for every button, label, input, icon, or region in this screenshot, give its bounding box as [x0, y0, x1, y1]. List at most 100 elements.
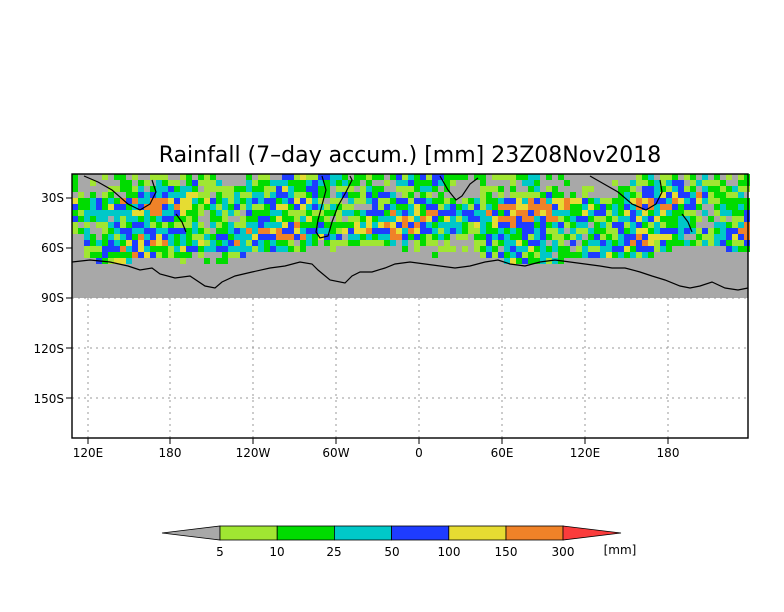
rain-cell: [330, 198, 336, 204]
rain-cell: [510, 234, 516, 240]
legend-threshold-label: 5: [216, 545, 224, 559]
rain-cell: [180, 192, 186, 198]
rain-cell: [132, 222, 138, 228]
rain-cell: [552, 240, 558, 246]
rain-cell: [84, 246, 90, 252]
legend-threshold-label: 150: [495, 545, 518, 559]
rain-cell: [168, 228, 174, 234]
rain-cell: [234, 234, 240, 240]
rain-cell: [252, 198, 258, 204]
rain-cell: [582, 186, 588, 192]
rain-cell: [138, 180, 144, 186]
rain-cell: [612, 216, 618, 222]
rain-cell: [498, 192, 504, 198]
rain-cell: [570, 216, 576, 222]
rain-cell: [216, 228, 222, 234]
rain-cell: [696, 240, 702, 246]
rain-cell: [228, 198, 234, 204]
lon-label: 120E: [73, 446, 104, 460]
rain-cell: [186, 252, 192, 258]
rain-cell: [624, 234, 630, 240]
rain-cell: [390, 198, 396, 204]
rain-cell: [246, 222, 252, 228]
rain-cell: [264, 234, 270, 240]
rain-cell: [498, 198, 504, 204]
rain-cell: [450, 228, 456, 234]
rain-cell: [96, 246, 102, 252]
rain-cell: [276, 228, 282, 234]
rain-cell: [534, 204, 540, 210]
rain-cell: [414, 204, 420, 210]
rain-cell: [672, 210, 678, 216]
rain-cell: [612, 180, 618, 186]
rain-cell: [144, 192, 150, 198]
rain-cell: [306, 210, 312, 216]
rain-cell: [528, 228, 534, 234]
rain-cell: [648, 228, 654, 234]
rain-cell: [306, 216, 312, 222]
rain-cell: [576, 216, 582, 222]
rain-cell: [498, 252, 504, 258]
rain-cell: [462, 198, 468, 204]
rain-cell: [192, 240, 198, 246]
rain-cell: [78, 210, 84, 216]
rain-cell: [738, 228, 744, 234]
rain-cell: [474, 174, 480, 180]
rain-cell: [666, 186, 672, 192]
rain-cell: [402, 222, 408, 228]
rain-cell: [504, 240, 510, 246]
rain-cell: [744, 210, 750, 216]
rain-cell: [132, 252, 138, 258]
rain-cell: [666, 234, 672, 240]
rain-cell: [678, 198, 684, 204]
rain-cell: [444, 174, 450, 180]
rain-cell: [126, 234, 132, 240]
rain-cell: [102, 234, 108, 240]
rain-cell: [486, 204, 492, 210]
rain-cell: [432, 198, 438, 204]
rain-cell: [318, 228, 324, 234]
rain-cell: [582, 210, 588, 216]
rain-cell: [540, 192, 546, 198]
rain-cell: [312, 228, 318, 234]
australia-coastline-east: [589, 175, 663, 211]
rain-cell: [174, 216, 180, 222]
rain-cell: [138, 198, 144, 204]
rain-cell: [264, 180, 270, 186]
rain-cell: [510, 222, 516, 228]
rain-cell: [738, 246, 744, 252]
rain-cell: [348, 240, 354, 246]
rain-cell: [696, 198, 702, 204]
rain-cell: [102, 246, 108, 252]
rain-cell: [288, 198, 294, 204]
rain-cell: [270, 186, 276, 192]
rain-cell: [246, 174, 252, 180]
rain-cell: [456, 174, 462, 180]
rain-cell: [690, 222, 696, 228]
rain-cell: [210, 204, 216, 210]
rain-cell: [150, 174, 156, 180]
rain-cell: [504, 228, 510, 234]
rain-cell: [630, 192, 636, 198]
rain-cell: [324, 192, 330, 198]
rain-cell: [150, 192, 156, 198]
rain-cell: [408, 222, 414, 228]
rain-cell: [372, 216, 378, 222]
rain-cell: [462, 234, 468, 240]
rain-cell: [192, 222, 198, 228]
rain-cell: [564, 204, 570, 210]
rain-cell: [222, 216, 228, 222]
rain-cell: [606, 210, 612, 216]
rain-cell: [426, 186, 432, 192]
rain-cell: [156, 234, 162, 240]
rain-cell: [504, 198, 510, 204]
rain-cell: [450, 246, 456, 252]
south-america-coastline: [315, 175, 353, 239]
rain-cell: [342, 222, 348, 228]
rain-cell: [288, 240, 294, 246]
rain-cell: [270, 228, 276, 234]
rain-cell: [258, 210, 264, 216]
rain-cell: [78, 216, 84, 222]
rain-cell: [180, 258, 186, 264]
rain-cell: [486, 210, 492, 216]
